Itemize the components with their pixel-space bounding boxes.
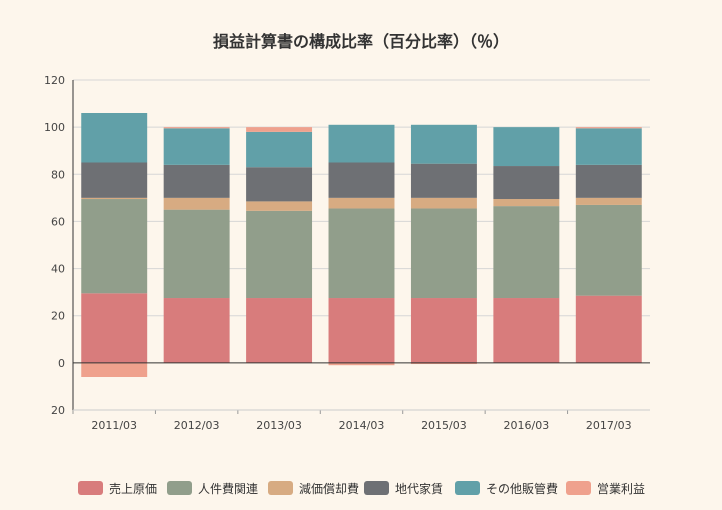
bar-segment (328, 362, 395, 366)
x-tick-label: 2015/03 (421, 419, 467, 432)
bar-segment (410, 362, 477, 365)
bar-segment (575, 128, 642, 165)
legend: 売上原価 人件費関連 減価償却費 地代家賃 その他販管費 営業利益 (78, 481, 645, 496)
bar-segment (81, 113, 148, 163)
legend-swatch (78, 481, 103, 495)
bars (81, 113, 642, 377)
bar-segment (575, 127, 642, 129)
bar-segment (246, 131, 313, 168)
bar-segment (575, 204, 642, 296)
bar-segment (410, 298, 477, 363)
bar-segment (493, 298, 560, 363)
bar-segment (328, 124, 395, 163)
bar-segment (163, 127, 230, 129)
bar-segment (410, 124, 477, 164)
legend-item[interactable]: 減価償却費 (268, 481, 359, 496)
legend-label: 売上原価 (109, 481, 157, 496)
legend-swatch (268, 481, 293, 495)
y-tick-label: 80 (51, 168, 65, 181)
y-tick-label: 20 (51, 404, 65, 417)
bar-segment (493, 127, 560, 167)
bar-segment (163, 128, 230, 165)
bar-segment (575, 164, 642, 198)
bar-segment (246, 167, 313, 202)
bar-segment (493, 199, 560, 207)
bar-segment (163, 197, 230, 210)
x-tick-label: 2012/03 (174, 419, 220, 432)
bar-segment (410, 163, 477, 198)
x-tick-label: 2013/03 (256, 419, 302, 432)
legend-swatch (455, 481, 480, 495)
x-tick-label: 2017/03 (586, 419, 632, 432)
y-tick-label: 0 (58, 357, 65, 370)
bar-segment (493, 206, 560, 299)
legend-item[interactable]: その他販管費 (455, 481, 558, 496)
legend-label: 人件費関連 (198, 481, 258, 496)
bar-segment (163, 298, 230, 363)
legend-item[interactable]: 地代家賃 (364, 481, 443, 496)
legend-label: 減価償却費 (299, 481, 359, 496)
bar-segment (81, 197, 148, 200)
bar-segment (81, 199, 148, 294)
axes: 120 100 80 60 40 20 0 20 2011/03 2012/03 2013/03 20… (44, 74, 650, 432)
bar-segment (575, 295, 642, 363)
legend-item[interactable]: 営業利益 (566, 481, 645, 496)
legend-swatch (167, 481, 192, 495)
chart-title: 損益計算書の構成比率（百分比率）（％） (213, 32, 509, 51)
bar-segment (246, 201, 313, 211)
legend-label: 営業利益 (597, 482, 645, 496)
bar-segment (493, 166, 560, 200)
y-tick-label: 20 (51, 310, 65, 323)
legend-swatch (364, 481, 389, 495)
bar-segment (410, 208, 477, 299)
bar-segment (81, 162, 148, 198)
legend-label: その他販管費 (486, 481, 558, 496)
bar-segment (575, 197, 642, 205)
bar-segment (81, 362, 148, 377)
bar-segment (328, 208, 395, 299)
bar-segment (246, 298, 313, 363)
legend-item[interactable]: 人件費関連 (167, 481, 258, 496)
bar-segment (410, 197, 477, 209)
bar-segment (163, 164, 230, 198)
bar-segment (328, 162, 395, 198)
x-tick-label: 2011/03 (91, 419, 137, 432)
legend-label: 地代家賃 (395, 481, 443, 496)
bar-segment (246, 127, 313, 132)
y-tick-label: 100 (44, 121, 65, 134)
bar-segment (163, 209, 230, 299)
legend-item[interactable]: 売上原価 (78, 481, 157, 496)
bar-segment (81, 293, 148, 363)
bar-segment (328, 298, 395, 363)
x-tick-label: 2014/03 (339, 419, 385, 432)
y-tick-label: 60 (51, 215, 65, 228)
bar-segment (328, 197, 395, 209)
legend-swatch (566, 481, 591, 495)
y-tick-label: 120 (44, 74, 65, 87)
bar-segment (246, 210, 313, 299)
x-tick-label: 2016/03 (504, 419, 550, 432)
y-tick-label: 40 (51, 263, 65, 276)
